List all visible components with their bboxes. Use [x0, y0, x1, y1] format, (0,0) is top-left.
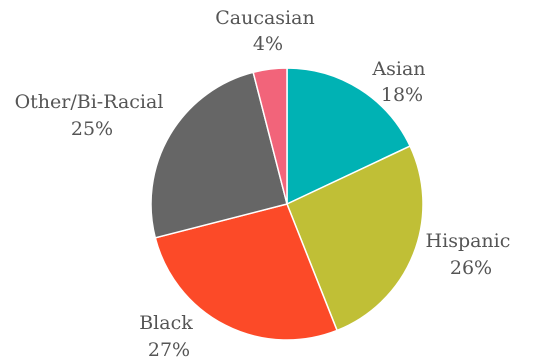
- slice-label-black: Black 27%: [139, 312, 199, 361]
- pie-slice-hispanic: [286, 145, 424, 332]
- slice-label-hispanic: Hispanic 26%: [426, 230, 517, 279]
- slice-label-other-bi-racial: Other/Bi-Racial 25%: [15, 91, 170, 140]
- slice-name-asian: Asian: [371, 58, 425, 80]
- slice-label-caucasian: Caucasian 4%: [215, 7, 321, 55]
- slice-value-black: 27%: [148, 339, 190, 361]
- pie-slice-asian: [286, 67, 412, 206]
- pie-slices: [150, 67, 424, 341]
- pie-slice-caucasian: [252, 67, 288, 205]
- slice-name-hispanic: Hispanic: [426, 230, 511, 252]
- slice-value-asian: 18%: [381, 84, 423, 106]
- pie-labels: Asian 18% Hispanic 26% Black 27% Other/B…: [15, 7, 517, 361]
- slice-value-caucasian: 4%: [253, 33, 283, 55]
- slice-name-black: Black: [139, 312, 193, 334]
- slice-label-asian: Asian 18%: [371, 58, 431, 106]
- slice-value-hispanic: 26%: [450, 257, 492, 279]
- slice-name-caucasian: Caucasian: [215, 7, 314, 29]
- pie-slice-black: [154, 203, 339, 341]
- pie-slice-other-bi-racial: [150, 71, 288, 239]
- slice-value-other-bi-racial: 25%: [71, 118, 113, 140]
- slice-name-other-bi-racial: Other/Bi-Racial: [15, 91, 164, 113]
